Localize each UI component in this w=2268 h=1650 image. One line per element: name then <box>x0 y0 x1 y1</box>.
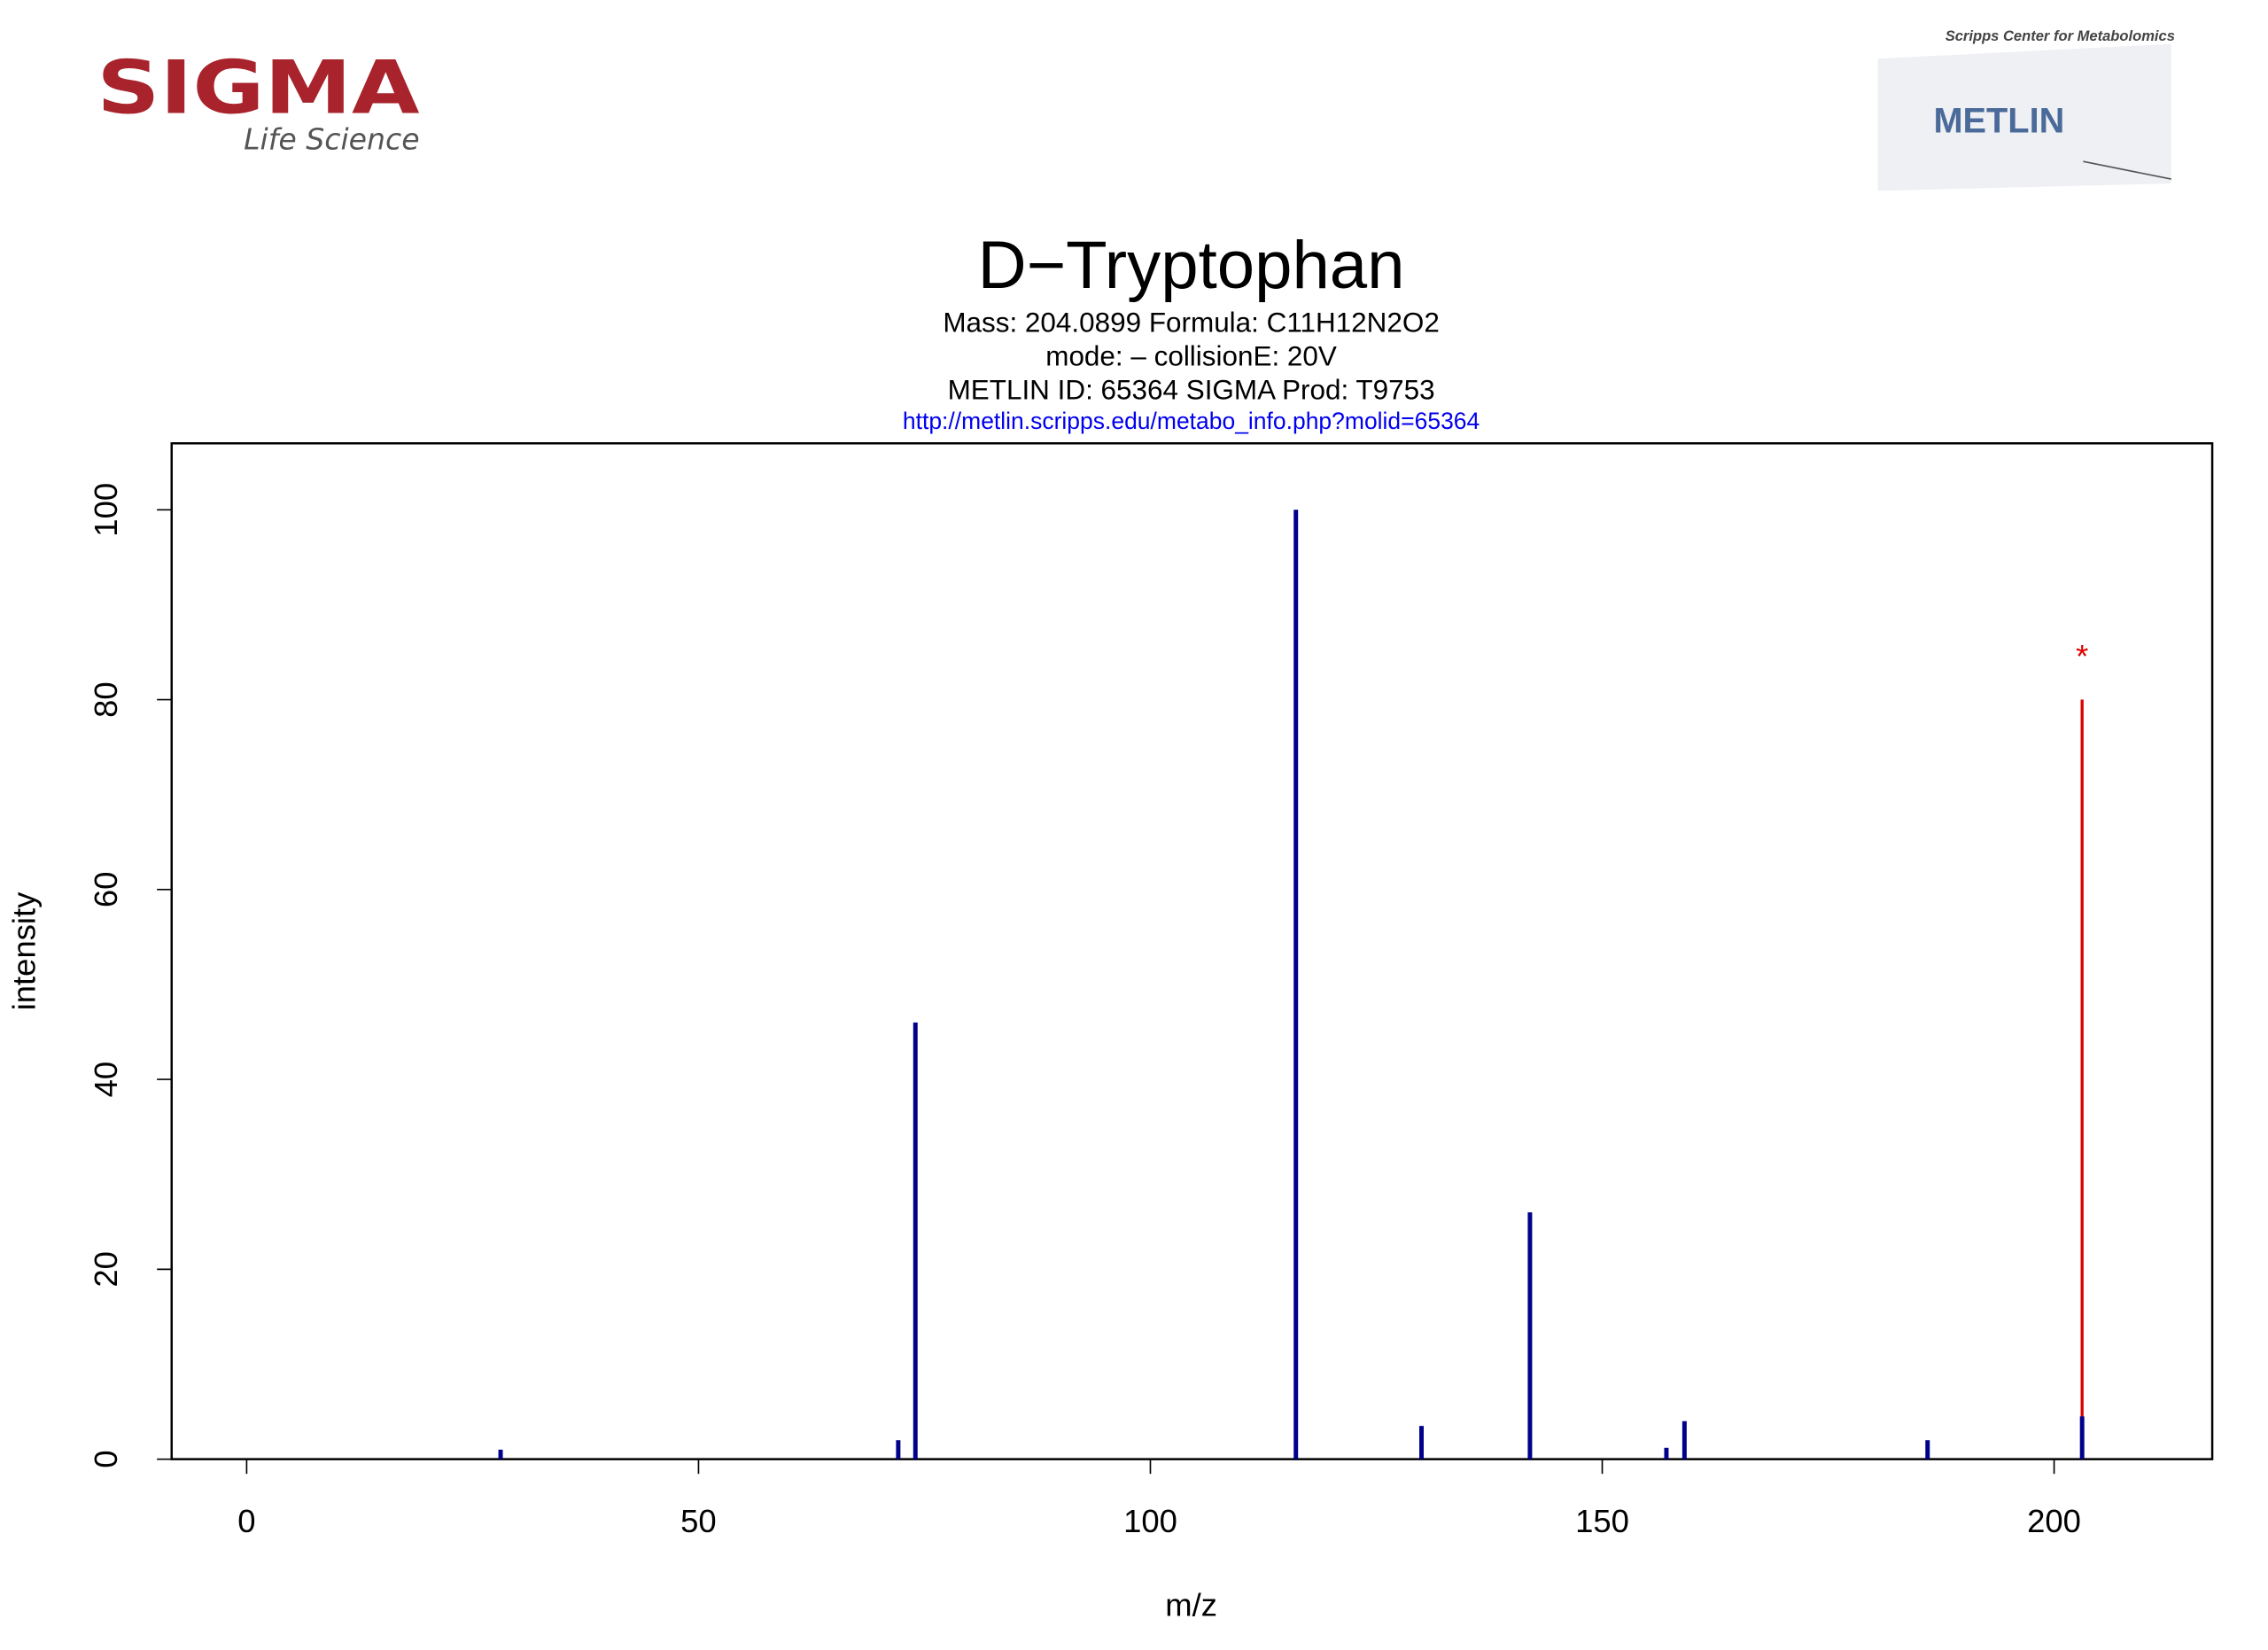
subtitle: METLIN ID: 65364 SIGMA Prod: T9753 <box>948 375 1435 406</box>
y-tick-label: 60 <box>88 872 124 908</box>
x-tick-label: 200 <box>2027 1503 2081 1539</box>
subtitle: Mass: 204.0899 Formula: C11H12N2O2 <box>943 307 1440 338</box>
chart-title: D−Tryptophan <box>978 228 1405 303</box>
subtitle: mode: – collisionE: 20V <box>1045 341 1337 372</box>
x-tick-label: 150 <box>1575 1503 1629 1539</box>
x-tick-label: 0 <box>237 1503 255 1539</box>
peak-annotation: * <box>2076 638 2088 674</box>
logo-line <box>2083 160 2171 180</box>
x-tick-label: 50 <box>680 1503 717 1539</box>
y-axis-label: intensity <box>5 891 42 1010</box>
link[interactable]: http://metlin.scripps.edu/metabo_info.ph… <box>903 408 1480 434</box>
x-axis-label: m/z <box>1165 1587 1217 1623</box>
logo-subtext: Life Science <box>244 122 420 157</box>
logo-text: Scripps Center for Metabolomics <box>1946 27 2175 44</box>
y-tick-label: 100 <box>88 483 124 537</box>
logo-text: SIGMA <box>97 44 419 130</box>
x-tick-label: 100 <box>1123 1503 1177 1539</box>
logo-bg <box>1877 43 2171 191</box>
metlin-logo: Scripps Center for Metabolomics METLIN <box>1877 27 2175 191</box>
y-tick-label: 20 <box>88 1251 124 1288</box>
y-tick-label: 40 <box>88 1062 124 1098</box>
logo-text: METLIN <box>1933 102 2064 141</box>
plot-frame <box>170 442 2214 1460</box>
y-tick-label: 0 <box>88 1451 124 1468</box>
sigma-logo: SIGMA Life Science <box>97 44 419 156</box>
y-tick-label: 80 <box>88 681 124 718</box>
